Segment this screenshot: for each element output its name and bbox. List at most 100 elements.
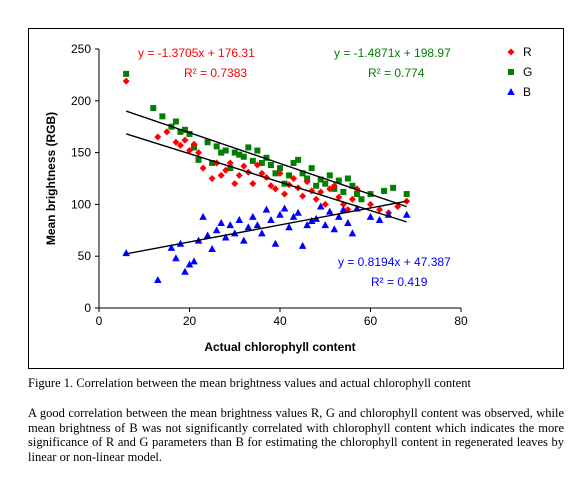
data-point-b xyxy=(221,233,230,241)
data-point-r xyxy=(222,166,230,174)
data-point-r xyxy=(303,178,311,186)
data-point-g xyxy=(150,105,157,112)
r-squared-g: R² = 0.774 xyxy=(368,66,425,80)
data-point-r xyxy=(235,171,243,179)
data-point-b xyxy=(276,210,284,218)
data-point-b xyxy=(154,276,162,284)
figure-caption: Figure 1. Correlation between the mean b… xyxy=(28,376,471,390)
legend-label-r: R xyxy=(523,45,532,59)
data-point-b xyxy=(244,223,253,231)
data-point-b xyxy=(321,221,330,229)
y-tick-label: 200 xyxy=(71,94,91,108)
points-layer xyxy=(122,70,411,284)
data-point-g xyxy=(186,130,193,137)
r-squared-r: R² = 0.7383 xyxy=(184,66,247,80)
data-point-b xyxy=(267,215,275,223)
data-point-r xyxy=(208,175,216,182)
data-point-g xyxy=(245,144,252,151)
data-point-r xyxy=(226,159,234,167)
data-point-b xyxy=(185,260,194,268)
data-point-g xyxy=(290,159,297,166)
data-point-r xyxy=(312,195,320,203)
data-point-r xyxy=(253,161,261,169)
data-point-b xyxy=(298,241,307,249)
data-point-g xyxy=(254,147,261,154)
data-point-g xyxy=(249,157,256,164)
data-point-g xyxy=(295,156,302,163)
data-point-g xyxy=(204,139,211,146)
legend-label-b: B xyxy=(523,85,531,99)
data-point-b xyxy=(375,215,384,223)
data-point-g xyxy=(195,156,202,163)
data-point-b xyxy=(122,249,130,257)
data-point-g xyxy=(308,165,315,172)
body-paragraph: A good correlation between the mean brig… xyxy=(28,406,564,464)
data-point-r xyxy=(376,206,384,214)
data-point-r xyxy=(335,193,343,201)
equation-g: y = -1.4871x + 198.97 xyxy=(334,46,451,60)
data-point-g xyxy=(299,170,306,177)
data-point-b xyxy=(181,267,189,275)
data-point-r xyxy=(276,169,284,177)
data-point-r xyxy=(190,140,198,148)
data-point-b xyxy=(307,216,316,224)
data-point-b xyxy=(258,229,266,237)
data-point-g xyxy=(267,162,274,169)
x-tick-label: 0 xyxy=(96,314,103,328)
data-point-b xyxy=(285,223,293,231)
data-point-g xyxy=(353,191,360,198)
data-point-g xyxy=(344,175,351,182)
data-point-g xyxy=(227,165,234,172)
data-point-r xyxy=(271,185,279,193)
data-point-r xyxy=(330,182,338,190)
data-point-b xyxy=(271,239,280,247)
data-point-r xyxy=(181,136,189,144)
data-point-g xyxy=(258,159,265,166)
data-point-g xyxy=(403,191,410,198)
data-point-g xyxy=(277,165,283,172)
data-point-r xyxy=(258,169,266,177)
data-point-r xyxy=(231,180,239,188)
data-point-b xyxy=(203,231,212,239)
data-point-g xyxy=(286,172,293,179)
data-point-r xyxy=(367,200,374,208)
data-point-g xyxy=(317,176,324,183)
data-point-b xyxy=(294,208,302,216)
data-point-g xyxy=(322,180,329,187)
x-tick-label: 80 xyxy=(454,314,468,328)
data-point-b xyxy=(253,221,262,229)
data-point-r xyxy=(290,175,298,182)
data-point-b xyxy=(217,219,225,227)
data-point-g xyxy=(177,128,184,135)
data-point-b xyxy=(190,257,198,265)
data-point-b xyxy=(335,212,343,220)
data-point-r xyxy=(348,195,356,203)
data-point-r xyxy=(299,192,307,200)
data-point-b xyxy=(167,243,176,251)
data-point-b xyxy=(280,204,289,212)
trendlines-layer xyxy=(125,110,407,255)
data-point-r xyxy=(326,185,334,193)
y-tick-label: 0 xyxy=(84,301,91,315)
data-point-b xyxy=(344,219,352,227)
scatter-chart: 0 20 40 60 80 0 50 100 150 200 250 Actual chlorophy… xyxy=(44,42,532,354)
x-axis-title: Actual chlorophyll content xyxy=(204,340,355,354)
x-tick-label: 60 xyxy=(364,314,378,328)
data-point-b xyxy=(366,212,375,220)
equations-layer: y = -1.3705x + 176.31 R² = 0.7383 y = -1.4… xyxy=(138,46,451,289)
data-point-g xyxy=(272,170,279,177)
data-point-g xyxy=(240,153,247,160)
legend-marker-g xyxy=(508,69,514,75)
data-point-r xyxy=(240,162,248,170)
trendline-r xyxy=(125,133,407,223)
data-point-g xyxy=(172,118,179,125)
data-point-g xyxy=(231,149,238,156)
data-point-b xyxy=(226,221,235,229)
data-point-b xyxy=(199,212,207,220)
equation-b: y = 0.8194x + 47.387 xyxy=(338,255,451,269)
data-point-b xyxy=(402,210,411,218)
x-tick-label: 40 xyxy=(273,314,287,328)
data-point-g xyxy=(358,196,365,203)
data-point-b xyxy=(289,212,298,220)
data-point-r xyxy=(199,164,207,172)
